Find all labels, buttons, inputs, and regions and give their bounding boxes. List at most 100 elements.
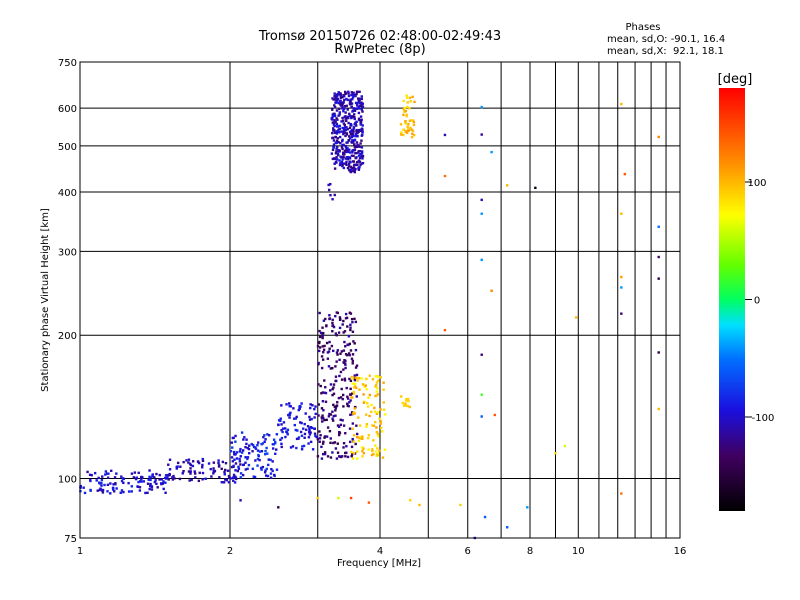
echo-point [264,469,267,472]
echo-point [328,412,331,416]
echo-point [224,468,227,472]
echo-point [189,470,192,473]
echo-point [349,328,352,332]
echo-point [115,472,118,475]
echo-point [189,467,192,470]
echo-point [148,469,151,472]
echo-point [162,487,165,491]
echo-point [340,378,344,381]
echo-point [355,424,358,427]
x-axis-ticks: 1 2 4 6 8 10 16 [77,546,687,557]
echo-point [319,434,322,437]
echo-point [280,445,283,449]
echo-point [300,434,304,437]
echo-point [164,474,168,477]
echo-point [351,139,354,142]
echo-point [236,469,240,473]
echo-point [339,103,342,106]
echo-point [106,476,110,479]
echo-point [201,478,204,481]
echo-point [194,476,197,479]
echo-point [338,127,341,130]
echo-point [212,461,216,464]
echo-point [110,469,113,473]
echo-point [346,455,350,459]
echo-point [365,425,368,428]
echo-point [322,416,325,420]
echo-point [331,419,335,422]
echo-point [328,317,331,321]
echo-point [352,154,355,158]
echo-point [256,449,260,452]
echo-point [210,475,213,478]
echo-point [333,167,337,170]
echo-point [376,454,380,457]
echo-point [260,449,264,453]
echo-point [347,135,351,138]
echo-point [620,102,623,106]
echo-point [127,481,130,485]
echo-point [134,477,138,481]
echo-point [335,404,339,407]
echo-point [313,427,317,430]
echo-point [300,421,303,425]
echo-point [294,417,298,420]
echo-point [353,385,357,388]
echo-point [207,462,211,465]
x-tick-label: 6 [465,546,471,557]
echo-point [348,126,352,130]
echo-point [405,397,409,401]
echo-point [344,115,347,118]
echo-point [346,127,349,131]
echo-point [353,143,356,146]
echo-point [332,403,335,407]
echo-point [326,357,330,360]
echo-point [274,452,277,455]
echo-point [348,440,352,444]
echo-point [357,111,361,115]
echo-point [191,464,195,468]
x-axis-label: Frequency [MHz] [337,558,421,569]
echo-point [348,427,352,430]
echo-point [244,461,247,464]
echo-point [336,93,339,96]
echo-point [347,165,351,168]
echo-point [352,130,355,133]
echo-point [344,432,347,435]
echo-point [340,120,343,123]
echo-point [413,100,416,104]
echo-point [155,482,158,486]
echo-point [189,472,192,475]
echo-point [410,135,414,139]
echo-point [336,97,340,101]
echo-point [343,379,347,382]
echo-point [224,478,227,481]
echo-point [146,482,150,485]
echo-point [240,451,244,454]
echo-point [348,168,351,172]
echo-point [158,478,161,481]
echo-point [401,401,404,405]
echo-point [334,96,337,99]
echo-point [100,481,103,485]
echo-point [334,160,338,164]
echo-point [317,361,320,365]
echo-point [101,475,104,478]
echo-point [356,131,359,134]
echo-point [353,163,356,166]
echo-point [349,122,353,126]
echo-point [355,364,359,367]
echo-point [348,114,352,118]
echo-point [353,148,357,151]
echo-point [233,458,236,461]
echo-point [88,473,92,477]
echo-point [357,376,361,380]
echo-point [361,157,364,160]
echo-point [329,383,333,386]
echo-point [354,132,358,136]
echo-point [336,442,339,445]
echo-point [289,446,293,449]
echo-point [321,420,324,423]
echo-point [341,393,345,397]
y-tick-label: 400 [58,188,77,199]
